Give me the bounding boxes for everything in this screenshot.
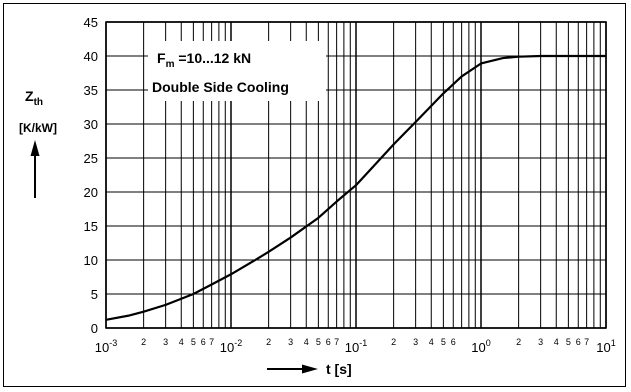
x-minor-tick-label: 3 bbox=[288, 337, 293, 347]
annotation-box: Fm =10...12 kN Double Side Cooling bbox=[148, 41, 326, 101]
x-minor-tick-label: 2 bbox=[516, 337, 521, 347]
x-decade-label: 10-3 bbox=[95, 338, 117, 355]
x-minor-tick-label: 6 bbox=[576, 337, 581, 347]
x-minor-tick-label: 5 bbox=[316, 337, 321, 347]
y-tick-label: 20 bbox=[84, 185, 98, 200]
x-minor-tick-label: 4 bbox=[554, 337, 559, 347]
y-tick-label: 45 bbox=[84, 15, 98, 30]
y-tick-label: 0 bbox=[91, 321, 98, 336]
y-tick-label: 35 bbox=[84, 83, 98, 98]
y-tick-label: 10 bbox=[84, 253, 98, 268]
x-minor-tick-label: 6 bbox=[326, 337, 331, 347]
y-tick-label: 40 bbox=[84, 49, 98, 64]
x-minor-tick-label: 5 bbox=[191, 337, 196, 347]
x-decade-label: 10-1 bbox=[345, 338, 367, 355]
y-tick-label: 25 bbox=[84, 151, 98, 166]
x-minor-tick-label: 2 bbox=[141, 337, 146, 347]
y-axis-label: Zth [K/kW] bbox=[19, 88, 57, 198]
series-layer bbox=[105, 54, 606, 321]
x-minor-tick-label: 2 bbox=[266, 337, 271, 347]
x-minor-tick-label: 7 bbox=[209, 337, 214, 347]
right-arrow-icon bbox=[302, 364, 318, 374]
annotation-cooling: Double Side Cooling bbox=[152, 79, 289, 95]
chart-frame bbox=[3, 3, 626, 387]
x-minor-tick-label: 3 bbox=[163, 337, 168, 347]
zth-curve bbox=[105, 54, 606, 321]
x-decade-label: 10-2 bbox=[220, 338, 242, 355]
y-tick-label: 15 bbox=[84, 219, 98, 234]
x-minor-tick-label: 3 bbox=[413, 337, 418, 347]
annotation-force: Fm =10...12 kN bbox=[157, 50, 251, 70]
x-minor-tick-label: 6 bbox=[201, 337, 206, 347]
up-arrow-icon bbox=[30, 140, 40, 156]
x-minor-tick-label: 7 bbox=[584, 337, 589, 347]
x-minor-tick-label: 2 bbox=[391, 337, 396, 347]
x-minor-tick-label: 4 bbox=[429, 337, 434, 347]
x-minor-tick-label: 6 bbox=[451, 337, 456, 347]
x-minor-tick-label: 4 bbox=[179, 337, 184, 347]
y-axis-label-z: Zth bbox=[25, 88, 43, 108]
x-minor-tick-label: 4 bbox=[304, 337, 309, 347]
x-minor-tick-label: 5 bbox=[441, 337, 446, 347]
y-tick-label: 30 bbox=[84, 117, 98, 132]
x-axis-label: t [s] bbox=[267, 361, 352, 377]
x-decade-label: 100 bbox=[471, 338, 490, 355]
y-tick-label: 5 bbox=[91, 287, 98, 302]
y-axis-unit: [K/kW] bbox=[19, 121, 57, 135]
plot-border bbox=[105, 21, 607, 329]
x-axis-title: t [s] bbox=[326, 361, 352, 377]
x-decade-label: 101 bbox=[596, 338, 615, 355]
x-minor-tick-label: 3 bbox=[538, 337, 543, 347]
annotation-background bbox=[148, 41, 326, 101]
x-minor-tick-label: 5 bbox=[566, 337, 571, 347]
x-minor-tick-label: 7 bbox=[334, 337, 339, 347]
